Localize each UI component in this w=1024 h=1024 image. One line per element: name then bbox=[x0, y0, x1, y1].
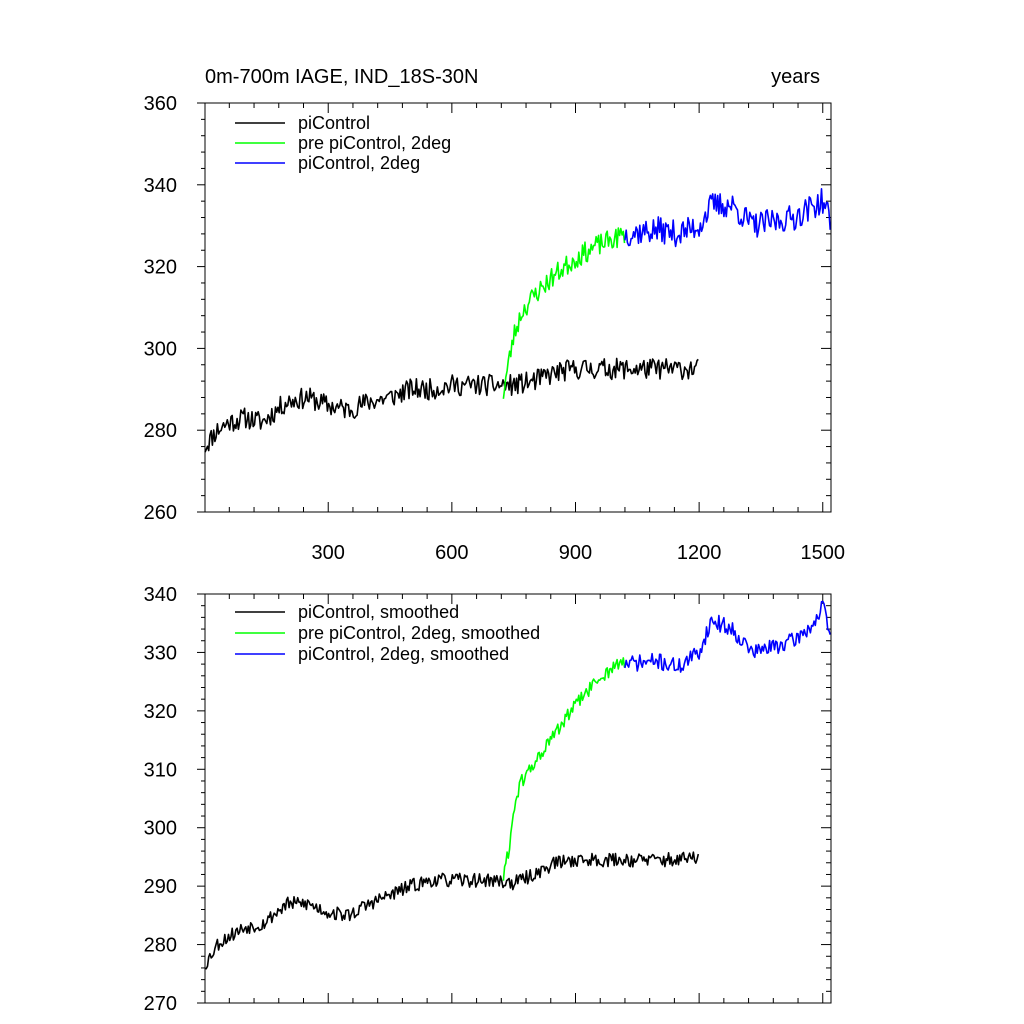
y-tick-label: 330 bbox=[144, 642, 177, 664]
bottom-panel-series bbox=[204, 600, 831, 970]
series-line-pre-picontrol-2deg bbox=[502, 227, 626, 399]
legend-label-pre-picontrol-2deg-smoothed: pre piControl, 2deg, smoothed bbox=[298, 623, 540, 643]
bottom-panel-frame bbox=[204, 593, 832, 1004]
top-panel-series bbox=[204, 188, 831, 453]
top-panel-units: years bbox=[771, 66, 820, 88]
y-tick-label: 260 bbox=[144, 502, 177, 524]
y-tick-label: 320 bbox=[144, 701, 177, 723]
top-panel-frame bbox=[204, 102, 832, 513]
bottom-panel-ticks: 270 280 290 300 310 320 330 340 bbox=[144, 584, 831, 1015]
x-tick-label: 600 bbox=[435, 542, 468, 564]
y-tick-label: 340 bbox=[144, 584, 177, 606]
y-tick-label: 290 bbox=[144, 876, 177, 898]
y-tick-label: 300 bbox=[144, 338, 177, 360]
x-tick-label: 300 bbox=[312, 542, 345, 564]
legend-label-picontrol: piControl bbox=[298, 113, 370, 133]
y-tick-label: 300 bbox=[144, 818, 177, 840]
bottom-panel: 270 280 290 300 310 320 330 340 piControl, smoo… bbox=[144, 584, 832, 1015]
series-line-picontrol-smoothed bbox=[204, 851, 700, 970]
top-panel: 0m-700m IAGE, IND_18S-30N years 300 600 90… bbox=[144, 66, 845, 564]
legend-label-picontrol-2deg-smoothed: piControl, 2deg, smoothed bbox=[298, 644, 509, 664]
y-tick-label: 340 bbox=[144, 175, 177, 197]
x-tick-label: 1500 bbox=[801, 542, 846, 564]
y-tick-label: 270 bbox=[144, 993, 177, 1015]
series-line-pre-picontrol-2deg-smoothed bbox=[502, 657, 626, 881]
y-tick-label: 320 bbox=[144, 257, 177, 279]
legend-label-picontrol-smoothed: piControl, smoothed bbox=[298, 602, 459, 622]
series-line-picontrol-2deg-smoothed bbox=[624, 600, 831, 673]
top-panel-ticks: 300 600 900 1200 1500 260 280 300 320 340 360 bbox=[144, 93, 845, 564]
legend-label-pre-picontrol-2deg: pre piControl, 2deg bbox=[298, 133, 451, 153]
top-panel-title: 0m-700m IAGE, IND_18S-30N bbox=[205, 66, 478, 88]
series-line-picontrol bbox=[204, 357, 699, 453]
legend-label-picontrol-2deg: piControl, 2deg bbox=[298, 153, 420, 173]
y-tick-label: 360 bbox=[144, 93, 177, 115]
x-tick-label: 900 bbox=[559, 542, 592, 564]
series-line-picontrol-2deg bbox=[624, 188, 831, 248]
x-tick-label: 1200 bbox=[677, 542, 722, 564]
y-tick-label: 280 bbox=[144, 935, 177, 957]
bottom-panel-legend: piControl, smoothed pre piControl, 2deg,… bbox=[235, 602, 540, 664]
y-tick-label: 280 bbox=[144, 420, 177, 442]
top-panel-legend: piControl pre piControl, 2deg piControl,… bbox=[235, 113, 451, 173]
y-tick-label: 310 bbox=[144, 759, 177, 781]
